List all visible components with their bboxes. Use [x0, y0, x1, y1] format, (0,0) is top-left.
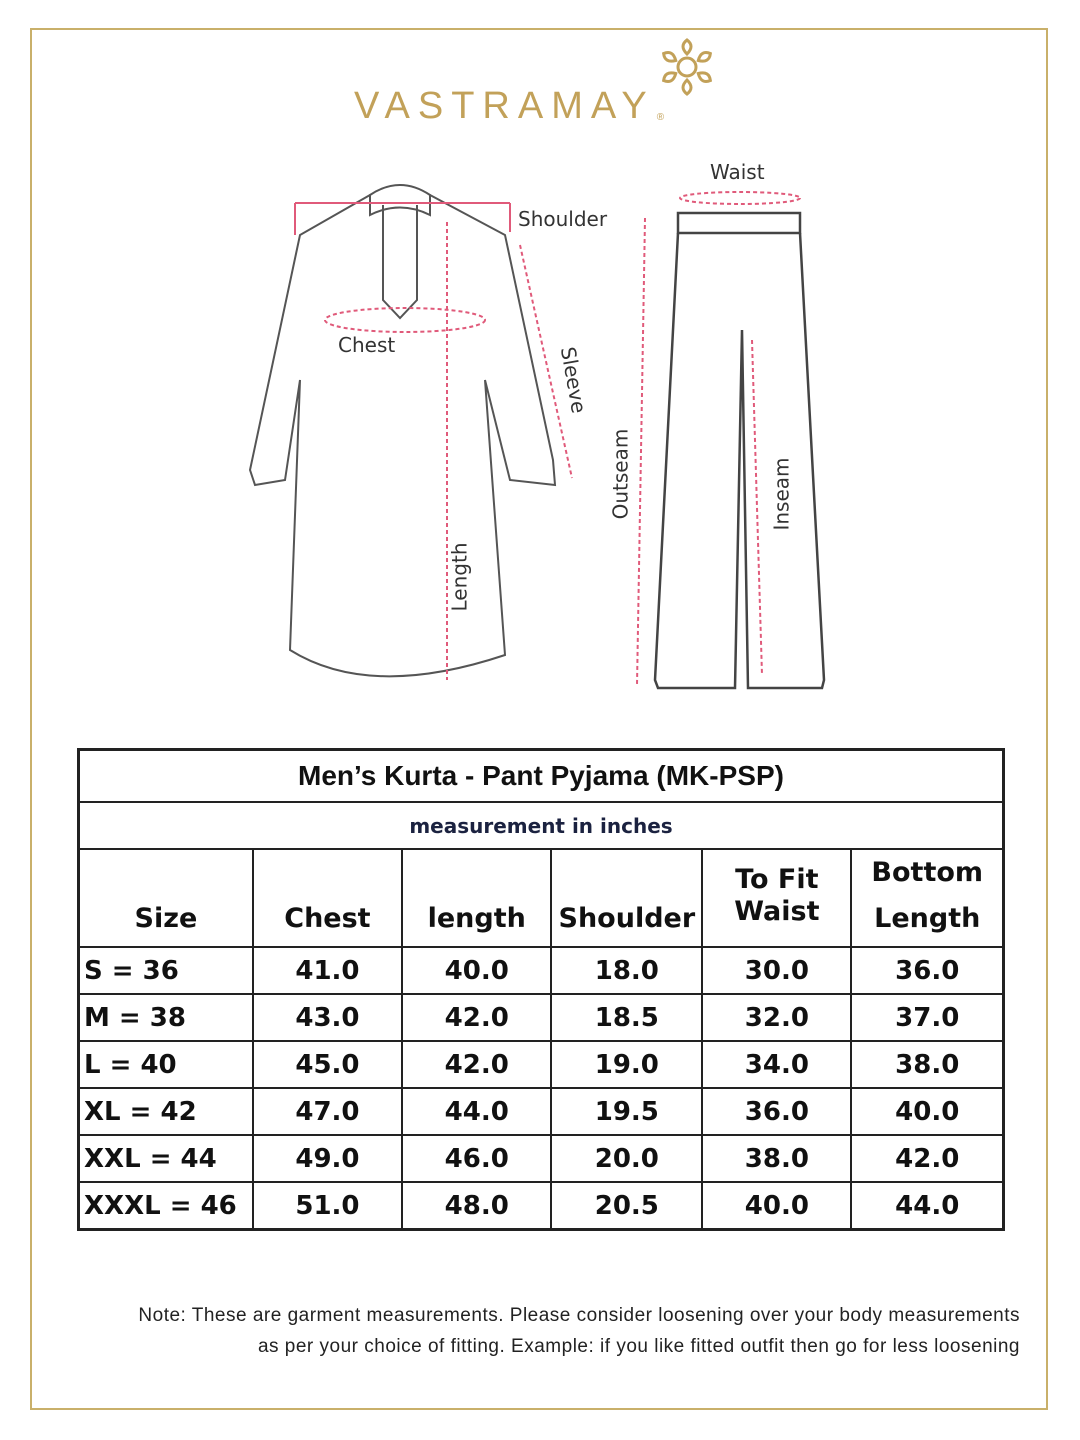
table-row: L = 40 45.0 42.0 19.0 34.0 38.0 — [77, 1040, 1005, 1089]
header-waist-line2: Waist — [734, 896, 820, 927]
table-cell: 20.5 — [550, 1181, 704, 1231]
pant-outline — [653, 211, 826, 690]
table-cell: M = 38 — [77, 993, 254, 1042]
table-row: M = 38 43.0 42.0 18.5 32.0 37.0 — [77, 993, 1005, 1042]
table-cell: 19.0 — [550, 1040, 704, 1089]
header-row: Size Chest length Shoulder To Fit Waist B… — [77, 848, 1005, 948]
note-line-1: Note: These are garment measurements. Pl… — [138, 1305, 1020, 1326]
table-cell: 38.0 — [850, 1040, 1005, 1089]
table-cell: 37.0 — [850, 993, 1005, 1042]
table-cell: 18.0 — [550, 946, 704, 995]
table-cell: 48.0 — [401, 1181, 553, 1231]
table-cell: 40.0 — [401, 946, 553, 995]
table-cell: 40.0 — [701, 1181, 853, 1231]
outseam-label: Outseam — [608, 428, 633, 520]
table-cell: 19.5 — [550, 1087, 704, 1136]
table-row: XXL = 44 49.0 46.0 20.0 38.0 42.0 — [77, 1134, 1005, 1183]
table-cell: XL = 42 — [77, 1087, 254, 1136]
brand-logo: VASTRAMAY — [354, 85, 655, 127]
table-cell: 41.0 — [251, 946, 404, 995]
length-label: Length — [447, 542, 472, 612]
table-cell: 44.0 — [850, 1181, 1005, 1231]
table-cell: 44.0 — [401, 1087, 553, 1136]
table-cell: 43.0 — [251, 993, 404, 1042]
registered-mark: ® — [656, 112, 665, 123]
table-cell: 42.0 — [850, 1134, 1005, 1183]
table-cell: 40.0 — [850, 1087, 1005, 1136]
waist-label: Waist — [710, 160, 765, 184]
table-cell: 49.0 — [251, 1134, 404, 1183]
brand-emblem-icon — [660, 38, 714, 96]
table-cell: XXL = 44 — [77, 1134, 254, 1183]
table-cell: 36.0 — [701, 1087, 853, 1136]
header-bottom-line2: Length — [874, 903, 981, 934]
table-cell: 20.0 — [550, 1134, 704, 1183]
table-cell: XXXL = 46 — [77, 1181, 254, 1231]
table-row: S = 36 41.0 40.0 18.0 30.0 36.0 — [77, 946, 1005, 995]
kurta-outline — [248, 184, 557, 678]
header-chest: Chest — [251, 848, 404, 948]
header-length: length — [401, 848, 553, 948]
table-cell: 38.0 — [701, 1134, 853, 1183]
inseam-label: Inseam — [769, 457, 794, 531]
garment-diagram — [248, 184, 826, 690]
size-chart-table: Men’s Kurta - Pant Pyjama (MK-PSP) measu… — [77, 748, 1005, 1231]
header-bottom-length: Bottom Length — [850, 848, 1005, 948]
table-cell: 18.5 — [550, 993, 704, 1042]
table-cell: 42.0 — [401, 993, 553, 1042]
note-line-2: as per your choice of fitting. Example: … — [257, 1336, 1020, 1357]
table-cell: 45.0 — [251, 1040, 404, 1089]
header-size: Size — [77, 848, 254, 948]
table-row: XXXL = 46 51.0 48.0 20.5 40.0 44.0 — [77, 1181, 1005, 1231]
table-cell: 46.0 — [401, 1134, 553, 1183]
chest-label: Chest — [338, 333, 396, 357]
table-cell: L = 40 — [77, 1040, 254, 1089]
table-cell: 30.0 — [701, 946, 853, 995]
pant-measure-lines — [636, 191, 801, 686]
header-waist-line1: To Fit — [735, 864, 819, 895]
table-cell: 51.0 — [251, 1181, 404, 1231]
header-waist: To Fit Waist — [701, 848, 853, 948]
brand-row: VASTRAMAY ® — [354, 84, 664, 128]
table-cell: 36.0 — [850, 946, 1005, 995]
table-cell: S = 36 — [77, 946, 254, 995]
table-subtitle: measurement in inches — [77, 801, 1005, 850]
page-border — [30, 28, 1048, 1410]
table-cell: 32.0 — [701, 993, 853, 1042]
header-shoulder: Shoulder — [550, 848, 704, 948]
table-cell: 34.0 — [701, 1040, 853, 1089]
table-title: Men’s Kurta - Pant Pyjama (MK-PSP) — [77, 748, 1005, 803]
kurta-measure-lines — [294, 202, 573, 680]
table-row: XL = 42 47.0 44.0 19.5 36.0 40.0 — [77, 1087, 1005, 1136]
note-text: Note: These are garment measurements. Pl… — [50, 1300, 1020, 1362]
shoulder-label: Shoulder — [518, 207, 608, 231]
header-bottom-line1: Bottom — [871, 857, 984, 888]
table-cell: 42.0 — [401, 1040, 553, 1089]
table-cell: 47.0 — [251, 1087, 404, 1136]
